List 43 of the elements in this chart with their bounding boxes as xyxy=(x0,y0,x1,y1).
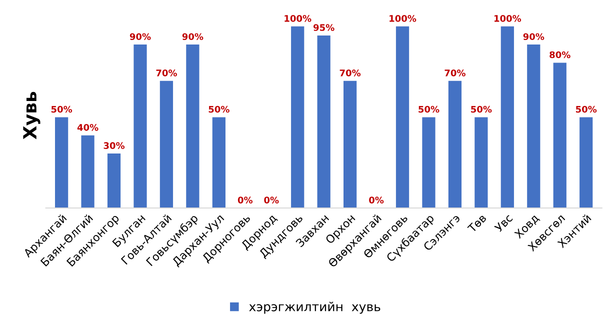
bar xyxy=(474,117,488,208)
data-label: 80% xyxy=(550,51,570,58)
data-label: 30% xyxy=(104,142,125,149)
data-label: 40% xyxy=(77,124,98,131)
bar xyxy=(291,26,304,208)
bar xyxy=(55,117,68,208)
x-tick-label: Төв xyxy=(467,214,487,234)
data-label: 100% xyxy=(284,15,312,22)
data-label: 50% xyxy=(208,106,230,113)
data-label: 90% xyxy=(182,33,204,40)
bar xyxy=(81,135,94,208)
data-label: 0% xyxy=(369,196,384,204)
bar xyxy=(396,26,410,208)
data-label: 70% xyxy=(340,70,361,76)
bar xyxy=(107,154,121,208)
bar xyxy=(317,35,330,208)
data-label: 50% xyxy=(471,106,492,113)
data-label: 70% xyxy=(444,70,466,76)
bar xyxy=(160,80,174,208)
y-axis-title: Хувь xyxy=(23,92,40,140)
data-label: 0% xyxy=(238,196,253,204)
bar xyxy=(448,80,462,208)
bar xyxy=(580,117,593,208)
data-label: 100% xyxy=(390,15,416,22)
bar xyxy=(553,62,566,208)
legend-label: хэрэгжилтийн хувь xyxy=(249,302,380,314)
data-label: 50% xyxy=(576,106,597,113)
data-label: 0% xyxy=(264,196,279,204)
data-label: 100% xyxy=(494,15,522,22)
x-tick-label: Увс xyxy=(494,214,514,233)
data-label: 70% xyxy=(156,70,177,76)
data-label: 90% xyxy=(523,33,544,40)
data-label: 95% xyxy=(313,24,334,31)
bar xyxy=(212,117,226,208)
bar xyxy=(134,44,147,208)
bar xyxy=(422,117,436,208)
data-label: 50% xyxy=(51,106,72,113)
data-label: 90% xyxy=(130,33,151,40)
bar xyxy=(527,44,540,208)
bar xyxy=(344,80,357,208)
bar xyxy=(500,26,514,208)
bar xyxy=(186,44,200,208)
data-label: 50% xyxy=(418,106,440,113)
